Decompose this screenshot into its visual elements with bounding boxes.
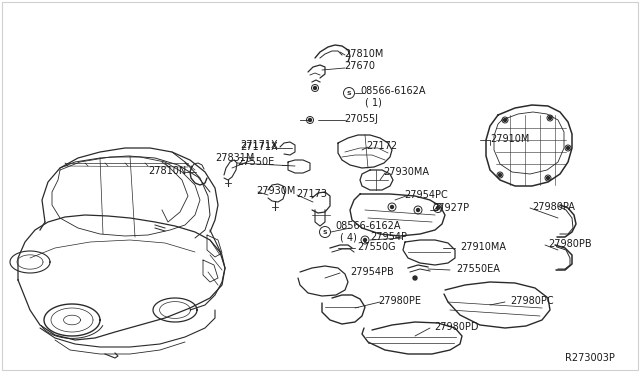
Text: 27831M: 27831M xyxy=(215,153,254,163)
Circle shape xyxy=(566,147,570,150)
Text: 27980PB: 27980PB xyxy=(548,239,591,249)
Text: 27930M: 27930M xyxy=(256,186,296,196)
Text: 27930MA: 27930MA xyxy=(383,167,429,177)
Text: 27810M: 27810M xyxy=(344,49,383,59)
Text: 27954P: 27954P xyxy=(370,232,407,242)
Text: 08566-6162A: 08566-6162A xyxy=(360,86,426,96)
Text: 27810N: 27810N xyxy=(148,166,186,176)
Text: 27172: 27172 xyxy=(366,141,397,151)
Circle shape xyxy=(547,176,550,180)
Circle shape xyxy=(413,276,417,280)
Text: 27670: 27670 xyxy=(344,61,375,71)
Circle shape xyxy=(308,119,312,122)
Circle shape xyxy=(548,116,552,119)
Text: R273003P: R273003P xyxy=(565,353,615,363)
Text: 27550E: 27550E xyxy=(237,157,275,167)
Text: ( 4): ( 4) xyxy=(340,232,357,242)
Text: 27171X: 27171X xyxy=(240,142,278,152)
Text: 27910M: 27910M xyxy=(490,134,529,144)
Text: 27980PD: 27980PD xyxy=(434,322,479,332)
Circle shape xyxy=(499,173,502,176)
Text: 27173: 27173 xyxy=(296,189,327,199)
Circle shape xyxy=(390,205,394,208)
Circle shape xyxy=(364,238,367,241)
Text: 27910MA: 27910MA xyxy=(460,242,506,252)
Circle shape xyxy=(504,119,506,122)
Circle shape xyxy=(417,208,419,212)
Circle shape xyxy=(314,87,317,90)
Text: S: S xyxy=(323,230,327,234)
Text: 27550G: 27550G xyxy=(357,242,396,252)
Text: 08566-6162A: 08566-6162A xyxy=(335,221,401,231)
Text: 27980PA: 27980PA xyxy=(532,202,575,212)
Text: 27954PC: 27954PC xyxy=(404,190,448,200)
Text: 27980PC: 27980PC xyxy=(510,296,554,306)
Text: S: S xyxy=(347,90,351,96)
Text: 27954PB: 27954PB xyxy=(350,267,394,277)
Text: 27171X: 27171X xyxy=(240,140,278,150)
Circle shape xyxy=(436,206,440,209)
Text: 27980PE: 27980PE xyxy=(378,296,421,306)
Text: 27927P: 27927P xyxy=(432,203,469,213)
Text: 27055J: 27055J xyxy=(344,114,378,124)
Text: ( 1): ( 1) xyxy=(365,97,382,107)
Text: 27550EA: 27550EA xyxy=(456,264,500,274)
